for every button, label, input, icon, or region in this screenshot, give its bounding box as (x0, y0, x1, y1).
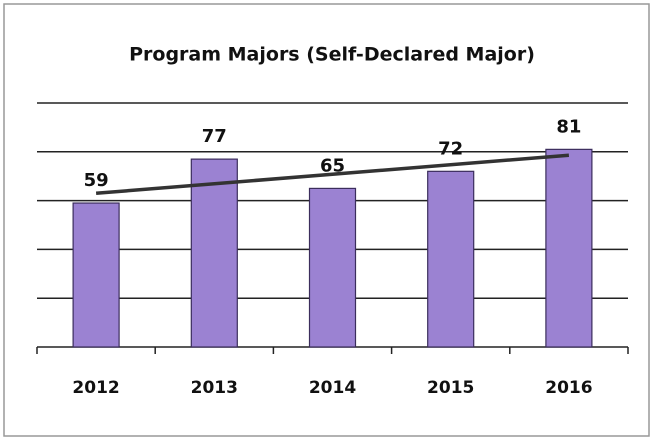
x-tick-label: 2015 (427, 378, 474, 398)
bar (545, 148, 593, 348)
trendline (95, 153, 570, 196)
data-label: 81 (556, 116, 581, 137)
bar (190, 158, 238, 348)
x-tick-label: 2013 (191, 378, 238, 398)
bar (427, 170, 475, 348)
x-tick-label: 2014 (309, 378, 356, 398)
data-label: 65 (320, 155, 345, 176)
data-label: 59 (84, 170, 109, 191)
x-tick-label: 2016 (545, 378, 592, 398)
chart-title: Program Majors (Self-Declared Major) (129, 44, 535, 66)
bar (72, 202, 120, 348)
data-label: 72 (438, 138, 463, 159)
bar (308, 187, 357, 348)
x-tick-label: 2012 (72, 378, 119, 398)
data-label: 77 (202, 126, 227, 147)
